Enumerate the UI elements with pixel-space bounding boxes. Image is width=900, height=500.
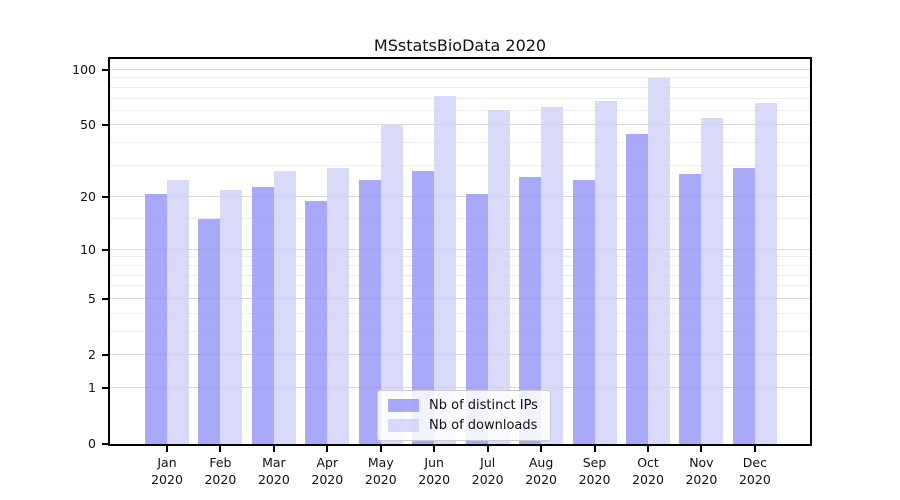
bar-downloads-jul [487, 109, 510, 444]
bar-distinct-ips-mar [251, 186, 274, 444]
bar-downloads-may [380, 125, 403, 444]
bar-distinct-ips-jan [145, 193, 167, 444]
bar-downloads-aug [541, 107, 564, 444]
x-tick-label-dec: Dec 2020 [738, 455, 771, 487]
x-tick-oct [647, 446, 649, 452]
bar-downloads-apr [327, 168, 350, 444]
bar-downloads-jan [167, 180, 189, 444]
y-tick-label-1: 1 [88, 379, 96, 395]
x-tick-feb [219, 446, 222, 452]
bar-distinct-ips-jul [465, 193, 488, 444]
legend-row-downloads: Nb of downloads [388, 418, 538, 433]
x-tick-label-feb: Feb 2020 [204, 455, 237, 487]
gridline-major-50 [110, 124, 810, 126]
y-tick-label-10: 10 [80, 241, 96, 257]
x-tick-label-may: May 2020 [364, 455, 397, 487]
x-tick-label-mar: Mar 2020 [257, 455, 290, 487]
bar-downloads-jun [434, 96, 457, 444]
bar-distinct-ips-may [358, 180, 381, 444]
gridline-major-5 [110, 297, 810, 299]
bar-distinct-ips-jun [412, 171, 435, 444]
gridline-major-10 [110, 248, 810, 250]
bar-distinct-ips-oct [626, 133, 648, 444]
x-tick-jun [433, 446, 436, 452]
x-tick-aug [540, 446, 543, 452]
legend-swatch-distinct-ips [388, 399, 419, 412]
gridline-minor-9 [110, 256, 810, 258]
y-tick-5 [102, 297, 108, 300]
bar-distinct-ips-feb [198, 219, 221, 444]
legend-swatch-downloads [388, 419, 419, 432]
y-tick-1 [102, 386, 108, 389]
y-tick-0 [102, 443, 108, 445]
bar-downloads-dec [754, 103, 777, 444]
gridline-minor-60 [110, 109, 810, 111]
bar-downloads-oct [648, 77, 670, 444]
y-tick-label-50: 50 [80, 117, 96, 133]
gridline-minor-15 [110, 218, 810, 220]
x-tick-label-jun: Jun 2020 [418, 455, 451, 487]
legend-label-downloads: Nb of downloads [429, 418, 538, 433]
bar-distinct-ips-aug [519, 176, 542, 444]
y-tick-10 [102, 248, 108, 251]
bar-downloads-nov [701, 117, 724, 444]
y-tick-label-100: 100 [72, 62, 96, 77]
gridline-major-20 [110, 196, 810, 198]
x-tick-sep [593, 446, 596, 452]
bar-downloads-mar [273, 171, 296, 444]
x-tick-label-nov: Nov 2020 [685, 455, 718, 487]
gridline-minor-30 [110, 164, 810, 166]
x-tick-nov [700, 446, 703, 452]
y-tick-label-0: 0 [88, 436, 96, 451]
legend-row-distinct-ips: Nb of distinct IPs [388, 398, 538, 413]
x-tick-label-sep: Sep 2020 [578, 455, 611, 487]
x-tick-label-oct: Oct 2020 [632, 455, 664, 487]
legend: Nb of distinct IPs Nb of downloads [377, 390, 551, 441]
bar-distinct-ips-apr [305, 201, 328, 444]
x-tick-apr [326, 446, 329, 452]
bar-downloads-sep [594, 100, 617, 444]
y-tick-label-20: 20 [80, 189, 96, 205]
y-tick-label-5: 5 [88, 290, 96, 306]
x-tick-dec [753, 446, 756, 452]
y-tick-2 [102, 354, 108, 356]
gridline-minor-3 [110, 330, 810, 332]
y-tick-label-2: 2 [88, 347, 96, 362]
gridline-minor-80 [110, 86, 810, 88]
chart-title: MSstatsBioData 2020 [373, 36, 547, 55]
gridline-minor-90 [110, 77, 810, 79]
x-tick-jul [486, 446, 489, 452]
gridline-minor-40 [110, 142, 810, 144]
gridline-minor-4 [110, 312, 810, 314]
bar-distinct-ips-nov [679, 174, 702, 444]
bar-downloads-feb [220, 189, 243, 444]
x-tick-jan [166, 446, 168, 452]
y-tick-100 [102, 69, 108, 71]
y-tick-50 [102, 124, 108, 127]
bar-distinct-ips-dec [732, 168, 755, 444]
gridline-major-1 [110, 386, 810, 388]
x-tick-may [379, 446, 382, 452]
gridline-minor-6 [110, 285, 810, 287]
gridline-minor-7 [110, 274, 810, 276]
legend-label-distinct-ips: Nb of distinct IPs [429, 398, 538, 413]
gridline-minor-8 [110, 264, 810, 266]
x-tick-label-aug: Aug 2020 [525, 455, 557, 487]
x-tick-label-jan: Jan 2020 [151, 455, 183, 487]
gridline-major-100 [110, 69, 810, 70]
gridline-major-2 [110, 354, 810, 355]
x-tick-label-jul: Jul 2020 [471, 455, 504, 487]
x-tick-label-apr: Apr 2020 [311, 455, 344, 487]
gridline-minor-70 [110, 97, 810, 99]
bar-distinct-ips-sep [572, 180, 595, 444]
y-tick-20 [102, 196, 108, 199]
plot-area: 0 1 2 5 10 20 50 100 Jan 2020 Feb 2020 Mar 2020 Apr… [72, 57, 812, 487]
x-tick-mar [272, 446, 275, 452]
